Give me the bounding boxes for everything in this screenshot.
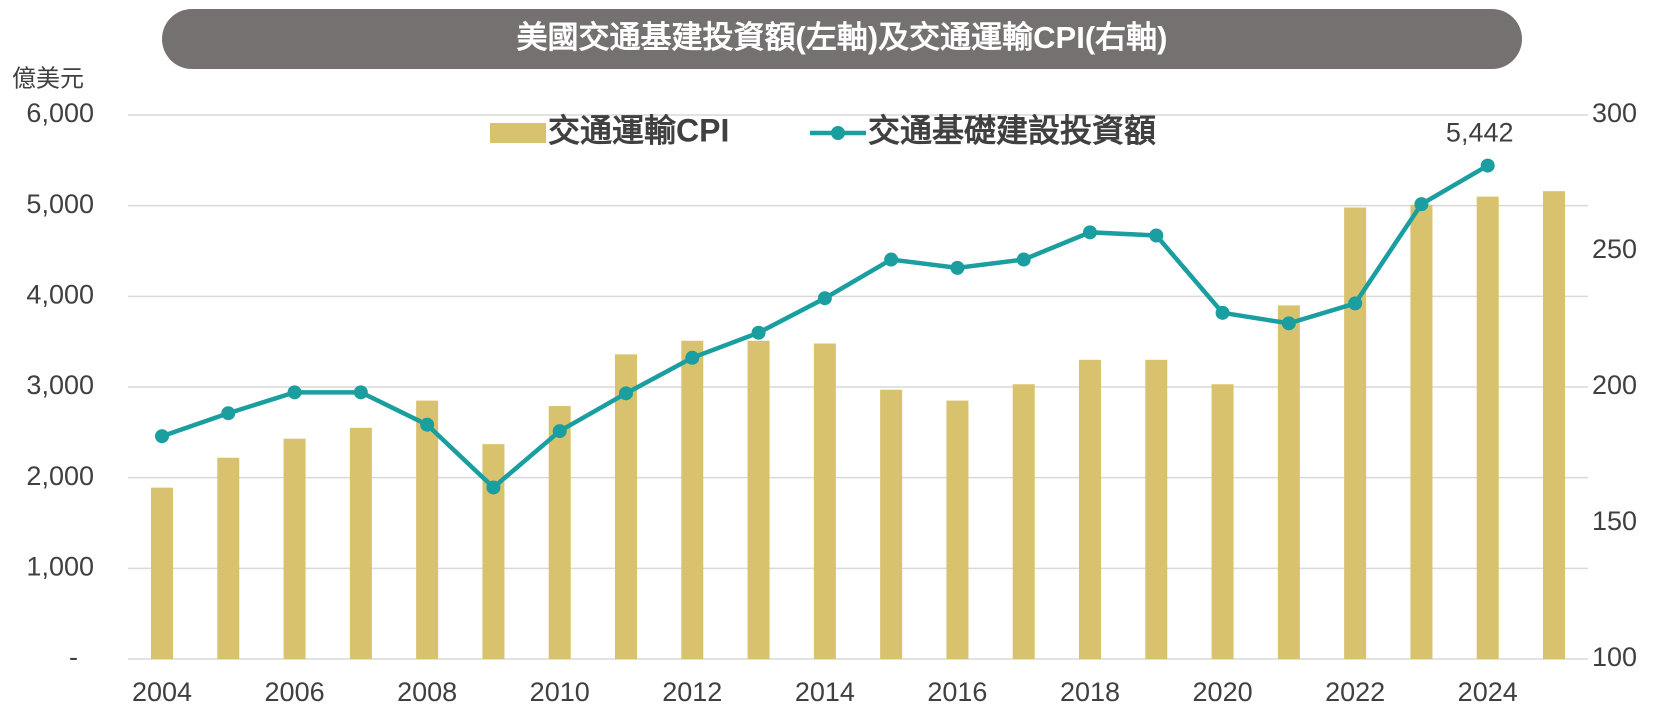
bar bbox=[548, 406, 571, 659]
bar bbox=[151, 487, 173, 659]
bar bbox=[681, 340, 704, 659]
y-tick-label: 4,000 bbox=[26, 279, 94, 309]
x-tick-label: 2022 bbox=[1325, 677, 1385, 707]
point bbox=[1348, 296, 1363, 311]
x-tick-label: 2024 bbox=[1458, 677, 1518, 707]
data-label: 5,442 bbox=[1446, 118, 1514, 148]
legend-label: 交通運輸CPI bbox=[548, 112, 729, 148]
bar bbox=[946, 400, 969, 659]
bar bbox=[1145, 359, 1168, 659]
point bbox=[1414, 197, 1429, 212]
point bbox=[1149, 228, 1164, 243]
bar bbox=[1543, 191, 1565, 659]
chart-title: 美國交通基建投資額(左軸)及交通運輸CPI(右軸) bbox=[517, 20, 1168, 55]
bar bbox=[1012, 384, 1035, 659]
y2-tick-label: 250 bbox=[1592, 234, 1637, 264]
point bbox=[1016, 252, 1031, 267]
x-tick-label: 2010 bbox=[530, 677, 590, 707]
point bbox=[486, 480, 501, 495]
bar bbox=[217, 457, 240, 659]
point bbox=[950, 260, 965, 275]
y2-tick-label: 300 bbox=[1592, 98, 1637, 128]
title-bar bbox=[162, 9, 1522, 69]
point bbox=[884, 252, 899, 267]
bar bbox=[1277, 305, 1300, 659]
y-tick-label: 5,000 bbox=[26, 189, 94, 219]
y-axis-label: 億美元 bbox=[12, 65, 84, 92]
legend-swatch bbox=[831, 126, 845, 140]
bar bbox=[482, 444, 505, 659]
y-tick-label: 6,000 bbox=[26, 98, 94, 128]
y2-tick-label: 200 bbox=[1592, 370, 1637, 400]
point bbox=[619, 386, 633, 401]
point bbox=[685, 350, 700, 365]
point bbox=[1480, 158, 1495, 173]
x-tick-label: 2014 bbox=[795, 677, 855, 707]
x-tick-label: 2006 bbox=[265, 677, 325, 707]
x-tick-label: 2020 bbox=[1193, 677, 1253, 707]
x-tick-label: 2004 bbox=[132, 677, 192, 707]
legend-swatch bbox=[490, 123, 546, 143]
point bbox=[1083, 225, 1097, 240]
point bbox=[221, 406, 236, 421]
y-tick-label: 1,000 bbox=[26, 551, 94, 581]
bar bbox=[1211, 384, 1234, 659]
point bbox=[287, 385, 302, 400]
y-tick-label: 3,000 bbox=[26, 370, 94, 400]
point bbox=[552, 424, 567, 439]
bar bbox=[747, 340, 770, 659]
legend-label: 交通基礎建設投資額 bbox=[868, 112, 1156, 148]
y2-tick-label: 100 bbox=[1592, 642, 1637, 672]
point bbox=[1281, 316, 1296, 331]
bar bbox=[813, 343, 836, 659]
bar bbox=[1476, 196, 1499, 659]
point bbox=[353, 385, 368, 400]
bar bbox=[349, 427, 372, 659]
x-tick-label: 2018 bbox=[1060, 677, 1120, 707]
bar bbox=[1410, 204, 1433, 659]
bar bbox=[1344, 207, 1367, 660]
x-tick-label: 2016 bbox=[927, 677, 987, 707]
point bbox=[420, 417, 435, 432]
point bbox=[817, 291, 832, 306]
x-tick-label: 2012 bbox=[662, 677, 722, 707]
y-tick-label: - bbox=[69, 642, 78, 672]
bar bbox=[615, 354, 637, 659]
bar bbox=[880, 389, 903, 659]
bar bbox=[283, 438, 306, 659]
bar bbox=[1079, 359, 1101, 659]
x-tick-label: 2008 bbox=[397, 677, 457, 707]
point bbox=[751, 325, 766, 340]
point bbox=[155, 429, 169, 444]
y2-tick-label: 150 bbox=[1592, 506, 1637, 536]
y-tick-label: 2,000 bbox=[26, 461, 94, 491]
bar bbox=[416, 400, 439, 659]
point bbox=[1215, 305, 1230, 320]
